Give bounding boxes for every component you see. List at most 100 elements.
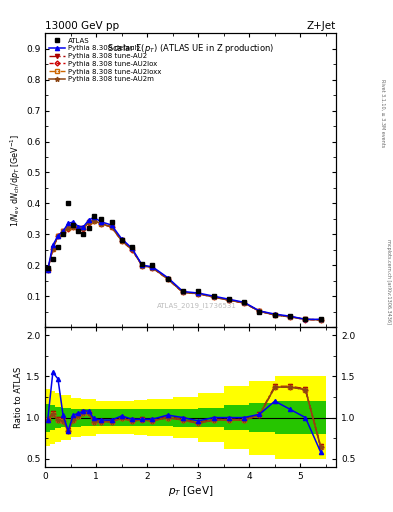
Pythia 8.308 tune-AU2lox: [272, 312, 277, 318]
Pythia 8.308 tune-AU2m: [211, 294, 216, 300]
Line: Pythia 8.308 tune-AU2: Pythia 8.308 tune-AU2: [46, 218, 323, 322]
Pythia 8.308 tune-AU2loxx: [61, 228, 65, 234]
Text: 13000 GeV pp: 13000 GeV pp: [45, 20, 119, 31]
Pythia 8.308 tune-AU2lox: [318, 317, 323, 323]
Pythia 8.308 default: [71, 219, 75, 225]
Pythia 8.308 tune-AU2m: [181, 289, 185, 295]
Pythia 8.308 default: [130, 245, 134, 251]
Pythia 8.308 tune-AU2lox: [150, 265, 155, 271]
Pythia 8.308 tune-AU2loxx: [288, 314, 292, 320]
Pythia 8.308 tune-AU2loxx: [272, 312, 277, 318]
ATLAS: [76, 228, 81, 234]
Pythia 8.308 tune-AU2lox: [109, 224, 114, 230]
Pythia 8.308 tune-AU2: [130, 246, 134, 252]
Pythia 8.308 tune-AU2m: [165, 276, 170, 282]
Pythia 8.308 tune-AU2loxx: [55, 233, 60, 239]
Pythia 8.308 tune-AU2: [226, 297, 231, 303]
Pythia 8.308 tune-AU2: [288, 313, 292, 319]
Pythia 8.308 tune-AU2m: [86, 219, 91, 225]
Pythia 8.308 default: [196, 290, 200, 296]
Line: Pythia 8.308 tune-AU2loxx: Pythia 8.308 tune-AU2loxx: [46, 219, 322, 322]
Pythia 8.308 tune-AU2loxx: [165, 276, 170, 282]
Pythia 8.308 tune-AU2: [55, 233, 60, 239]
ATLAS: [81, 231, 86, 238]
ATLAS: [55, 244, 60, 250]
Pythia 8.308 default: [119, 236, 124, 242]
Pythia 8.308 tune-AU2: [109, 223, 114, 229]
Pythia 8.308 tune-AU2: [272, 312, 277, 318]
ATLAS: [71, 222, 75, 228]
Pythia 8.308 default: [81, 223, 86, 229]
Pythia 8.308 tune-AU2lox: [81, 226, 86, 232]
Pythia 8.308 default: [211, 293, 216, 299]
Legend: ATLAS, Pythia 8.308 default, Pythia 8.308 tune-AU2, Pythia 8.308 tune-AU2lox, Py: ATLAS, Pythia 8.308 default, Pythia 8.30…: [48, 36, 162, 83]
ATLAS: [318, 316, 323, 323]
ATLAS: [99, 216, 104, 222]
Pythia 8.308 tune-AU2lox: [130, 247, 134, 253]
ATLAS: [272, 312, 277, 318]
Pythia 8.308 tune-AU2lox: [99, 221, 104, 227]
Pythia 8.308 tune-AU2: [50, 245, 55, 251]
Pythia 8.308 tune-AU2loxx: [318, 317, 323, 323]
Pythia 8.308 tune-AU2lox: [303, 316, 308, 323]
Line: Pythia 8.308 tune-AU2m: Pythia 8.308 tune-AU2m: [45, 218, 323, 323]
Pythia 8.308 tune-AU2m: [242, 300, 246, 306]
Pythia 8.308 tune-AU2lox: [91, 218, 96, 224]
Pythia 8.308 default: [226, 296, 231, 302]
Pythia 8.308 tune-AU2lox: [257, 308, 262, 314]
Pythia 8.308 tune-AU2m: [140, 263, 145, 269]
Y-axis label: $1/N_\mathrm{ev}\ \mathrm{d}N_\mathrm{ch}/\mathrm{d}p_T\ [\mathrm{GeV}^{-1}]$: $1/N_\mathrm{ev}\ \mathrm{d}N_\mathrm{ch…: [9, 134, 23, 227]
Pythia 8.308 tune-AU2m: [226, 297, 231, 303]
Pythia 8.308 default: [303, 316, 308, 323]
Pythia 8.308 tune-AU2loxx: [211, 294, 216, 300]
Pythia 8.308 tune-AU2: [196, 291, 200, 297]
Pythia 8.308 tune-AU2loxx: [130, 246, 134, 252]
ATLAS: [91, 212, 96, 219]
Pythia 8.308 tune-AU2m: [288, 314, 292, 320]
ATLAS: [196, 288, 200, 294]
ATLAS: [61, 231, 65, 238]
Pythia 8.308 tune-AU2lox: [71, 224, 75, 230]
Y-axis label: Ratio to ATLAS: Ratio to ATLAS: [14, 367, 23, 428]
Pythia 8.308 tune-AU2loxx: [86, 219, 91, 225]
ATLAS: [150, 262, 155, 268]
ATLAS: [130, 244, 134, 250]
Pythia 8.308 default: [257, 308, 262, 314]
Pythia 8.308 tune-AU2lox: [181, 289, 185, 295]
Pythia 8.308 tune-AU2: [140, 262, 145, 268]
Pythia 8.308 tune-AU2lox: [45, 267, 50, 273]
Pythia 8.308 tune-AU2loxx: [242, 300, 246, 306]
Pythia 8.308 tune-AU2: [150, 264, 155, 270]
Pythia 8.308 default: [50, 242, 55, 248]
ATLAS: [257, 309, 262, 315]
Pythia 8.308 tune-AU2: [45, 267, 50, 273]
ATLAS: [165, 276, 170, 282]
Pythia 8.308 tune-AU2lox: [226, 297, 231, 303]
Pythia 8.308 tune-AU2loxx: [257, 308, 262, 314]
Pythia 8.308 tune-AU2m: [61, 228, 65, 234]
Pythia 8.308 default: [91, 214, 96, 220]
ATLAS: [66, 200, 70, 206]
ATLAS: [226, 296, 231, 302]
Pythia 8.308 tune-AU2m: [318, 317, 323, 323]
Pythia 8.308 default: [165, 274, 170, 281]
Pythia 8.308 default: [66, 220, 70, 226]
Pythia 8.308 tune-AU2: [99, 220, 104, 226]
Text: Scalar $\Sigma(p_T)$ (ATLAS UE in Z production): Scalar $\Sigma(p_T)$ (ATLAS UE in Z prod…: [107, 42, 274, 55]
Pythia 8.308 tune-AU2: [211, 294, 216, 300]
Pythia 8.308 tune-AU2: [91, 217, 96, 223]
Pythia 8.308 tune-AU2m: [66, 225, 70, 231]
Pythia 8.308 tune-AU2loxx: [226, 297, 231, 303]
ATLAS: [109, 219, 114, 225]
Pythia 8.308 tune-AU2m: [303, 316, 308, 323]
Pythia 8.308 tune-AU2loxx: [119, 238, 124, 244]
Pythia 8.308 tune-AU2: [61, 228, 65, 234]
Pythia 8.308 tune-AU2loxx: [99, 221, 104, 227]
Pythia 8.308 tune-AU2m: [150, 265, 155, 271]
Text: Rivet 3.1.10, ≥ 3.3M events: Rivet 3.1.10, ≥ 3.3M events: [381, 78, 386, 147]
Pythia 8.308 tune-AU2loxx: [81, 225, 86, 231]
Text: Z+Jet: Z+Jet: [307, 20, 336, 31]
Pythia 8.308 default: [55, 233, 60, 239]
Pythia 8.308 tune-AU2m: [55, 233, 60, 239]
Pythia 8.308 tune-AU2m: [272, 312, 277, 318]
